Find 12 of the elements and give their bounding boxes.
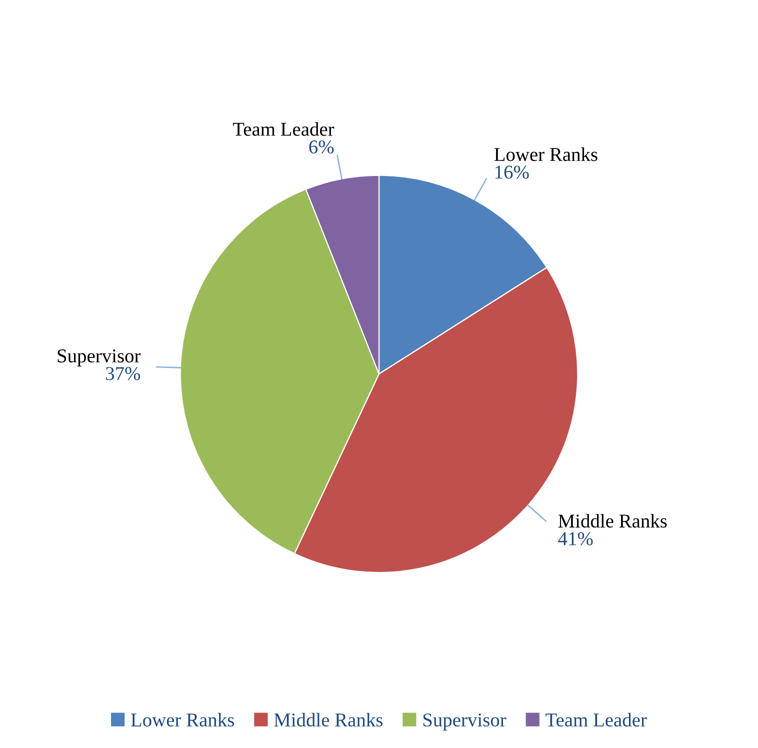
slice-label: Middle Ranks xyxy=(558,514,667,528)
data-label: 41% xyxy=(558,532,593,546)
data-label: 6% xyxy=(309,140,334,154)
legend-label: Team Leader xyxy=(546,712,647,727)
data-label: 16% xyxy=(496,166,529,179)
legend-label: Lower Ranks xyxy=(131,712,234,727)
slice-label: Supervisor xyxy=(58,349,141,366)
slice-label: Lower Ranks xyxy=(494,147,598,162)
legend-label: Supervisor xyxy=(423,713,506,730)
legend-label: Middle Ranks xyxy=(274,712,383,727)
slice-label: Team Leader xyxy=(232,122,334,136)
data-label: 37% xyxy=(106,367,140,380)
